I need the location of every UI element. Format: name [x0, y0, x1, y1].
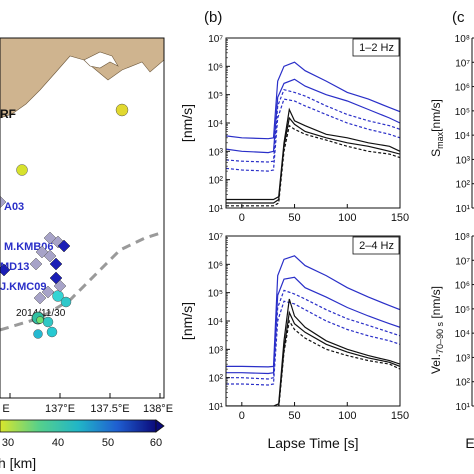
y-tick-label: 10⁵ [455, 107, 470, 118]
x-tick-label: 0 [239, 212, 245, 224]
depth-colorbar [0, 419, 157, 433]
series-line-7 [278, 319, 400, 406]
x-tick-label: 50 [288, 212, 300, 224]
panel-b-xlabel: Lapse Time [s] [267, 435, 358, 451]
panel-c-ylabel-top: Smax[nm/s] [429, 99, 445, 157]
series-line-5 [226, 298, 400, 406]
band-label-box [352, 38, 400, 57]
event-marker [42, 316, 54, 328]
series-line-7 [226, 124, 400, 207]
y-tick-label: 10⁵ [208, 91, 223, 102]
x-tick-label: 150 [391, 410, 409, 422]
map-frame [0, 37, 165, 399]
y-tick-label: 10⁶ [208, 260, 223, 271]
y-tick-label: 10⁶ [208, 62, 223, 73]
y-tick-label: 10² [456, 180, 471, 191]
plot-b-2-4hz: 10¹ 10² 10³ 10⁴ 10⁵ 10⁶ 10⁷ 0 50 100 150 2–4 Hz [nm/… [179, 232, 409, 422]
y-tick-label: 10¹ [456, 204, 471, 215]
y-tick-label: 10¹ [209, 204, 224, 215]
x-tick-label: 150 [391, 212, 409, 224]
station-label-rf: RF [0, 107, 16, 121]
y-tick-label: 10¹ [456, 402, 471, 413]
y-tick-label: 10⁵ [208, 289, 223, 300]
map-panel: RF A03 M.KMB06 MD13 J.KMC09 2014/11/30 [0, 37, 173, 471]
y-tick-label: 10³ [456, 155, 471, 166]
plot-c-smax: 10¹ 10² 10³ 10⁴ 10⁵ 10⁶ 10⁷ 10⁸ [455, 34, 474, 215]
y-tick-label: 10⁷ [455, 256, 470, 267]
series-line-4 [226, 300, 400, 386]
event-marker [36, 316, 44, 324]
y-tick-label: 10⁴ [455, 131, 470, 142]
y-tick-label: 10³ [456, 353, 471, 364]
series-line-1 [226, 61, 400, 140]
map-xtick-0: E [2, 403, 9, 415]
y-tick-label: 10³ [209, 147, 224, 158]
x-tick-label: 0 [239, 410, 245, 422]
x-tick-label: 100 [338, 212, 356, 224]
station-label-a03: A03 [4, 201, 24, 213]
station-markers [0, 195, 71, 305]
series-line-3 [226, 289, 400, 380]
event-marker [33, 329, 43, 339]
panel-c-ylabel-bottom: Vel.70–90 s [nm/s] [429, 286, 445, 374]
series-line-4 [226, 98, 400, 172]
x-tick-label: 100 [338, 410, 356, 422]
y-tick-label: 10⁷ [208, 34, 223, 45]
series-line-2 [226, 78, 400, 154]
series-line-2 [226, 276, 400, 375]
station-label-kmc09: J.KMC09 [0, 281, 46, 293]
colorbar-tick-40: 40 [52, 437, 64, 449]
colorbar-tick-30: 30 [2, 437, 14, 449]
y-tick-label: 10⁴ [208, 119, 223, 130]
y-tick-label: 10² [209, 176, 224, 187]
event-marker [52, 290, 64, 302]
colorbar-label: h [km] [0, 455, 36, 471]
map-x-ticks [9, 393, 161, 398]
map-xtick-3: 138°E [143, 403, 173, 415]
series-line-1 [226, 255, 400, 368]
plot-area [226, 236, 400, 406]
series-line-5 [226, 107, 400, 201]
panel-c-xlabel: E [465, 435, 474, 451]
map-xtick-2: 137.5°E [90, 403, 129, 415]
y-tick-label: 10⁸ [455, 34, 470, 45]
y-tick-label: 10² [456, 378, 471, 389]
frequency-band-label: 2–4 Hz [359, 240, 394, 252]
series-line-6 [226, 116, 400, 204]
y-axis-label: [nm/s] [179, 302, 195, 340]
event-marker [16, 164, 28, 176]
y-tick-label: 10³ [209, 345, 224, 356]
event-marker [60, 296, 72, 308]
plot-area [226, 38, 400, 208]
y-tick-label: 10⁵ [455, 305, 470, 316]
y-tick-label: 10⁷ [208, 232, 223, 243]
event-marker [46, 326, 58, 338]
plot-b-1-2hz: 10¹ 10² 10³ 10⁴ 10⁵ 10⁶ 10⁷ 0 50 100 150 1–2 Hz [nm/… [179, 34, 409, 224]
y-tick-label: 10² [209, 374, 224, 385]
y-tick-label: 10⁴ [455, 329, 470, 340]
series-line-6 [277, 310, 400, 406]
y-tick-label: 10⁶ [455, 83, 470, 94]
panel-label-b: (b) [204, 9, 222, 26]
x-tick-label: 50 [288, 410, 300, 422]
map-xtick-1: 137°E [45, 403, 75, 415]
event-marker [115, 103, 129, 117]
frequency-band-label: 1–2 Hz [359, 42, 394, 54]
y-tick-label: 10⁶ [455, 281, 470, 292]
y-tick-label: 10⁴ [208, 317, 223, 328]
y-tick-label: 10⁸ [455, 232, 470, 243]
y-axis-label: [nm/s] [179, 104, 195, 142]
colorbar-tick-50: 50 [102, 437, 114, 449]
colorbar-tick-60: 60 [150, 437, 162, 449]
colorbar-arrow [155, 419, 165, 433]
peninsula [83, 51, 119, 69]
panel-label-c: (c [452, 9, 465, 26]
band-label-box [352, 236, 400, 255]
plot-c-vel: 10¹ 10² 10³ 10⁴ 10⁵ 10⁶ 10⁷ 10⁸ [455, 232, 474, 413]
y-tick-label: 10¹ [209, 402, 224, 413]
series-line-3 [226, 88, 400, 163]
y-tick-label: 10⁷ [455, 58, 470, 69]
